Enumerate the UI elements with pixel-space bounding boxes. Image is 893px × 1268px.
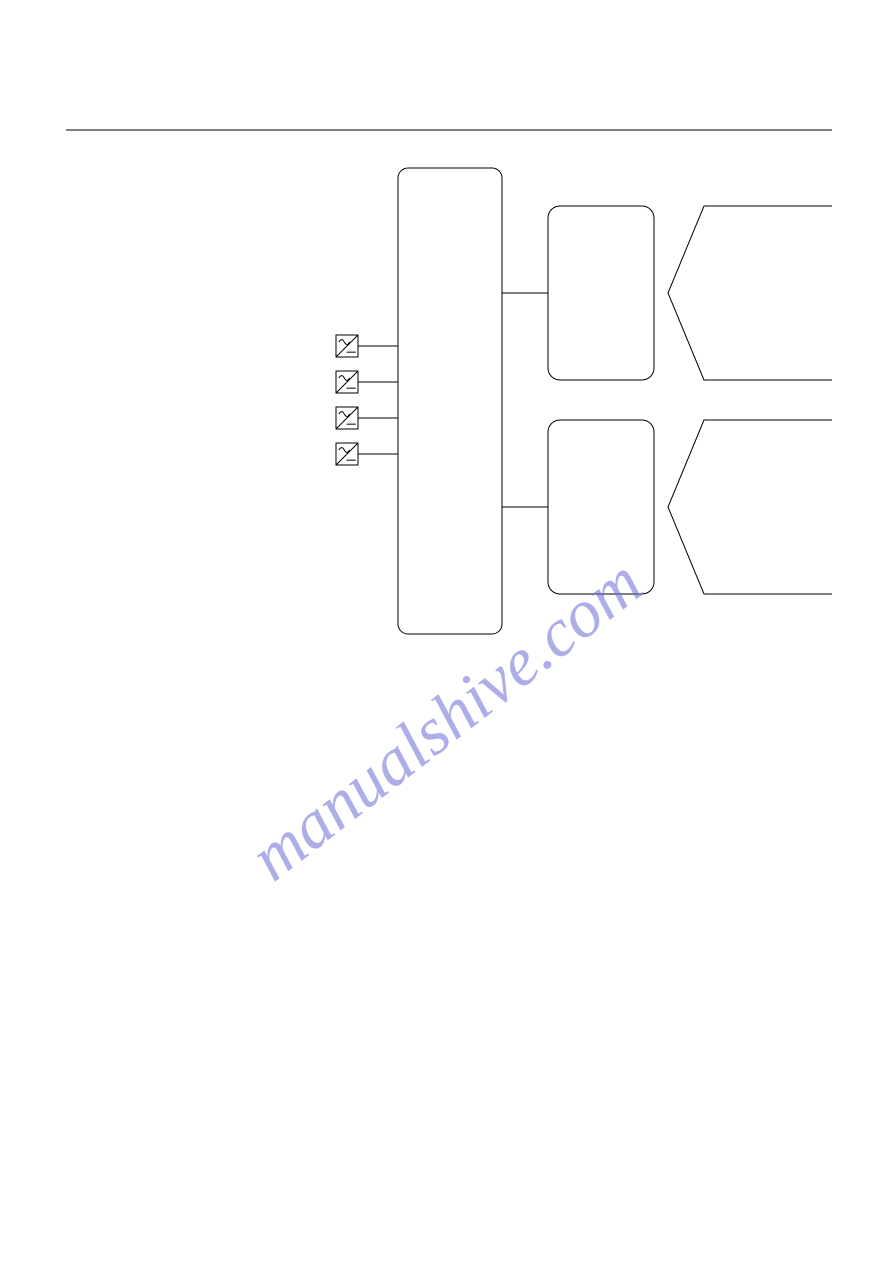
inverter-2-icon [336, 371, 358, 393]
diagram-canvas: manualshive.com [0, 0, 893, 1263]
diagram-svg [0, 0, 893, 1263]
lower-side [548, 420, 654, 594]
upper-side [548, 206, 654, 380]
inverter-1-icon [336, 335, 358, 357]
lower-house [668, 420, 832, 594]
main-block [398, 168, 502, 634]
inverter-3-icon [336, 407, 358, 429]
upper-house [668, 206, 832, 380]
inverter-4-icon [336, 443, 358, 465]
